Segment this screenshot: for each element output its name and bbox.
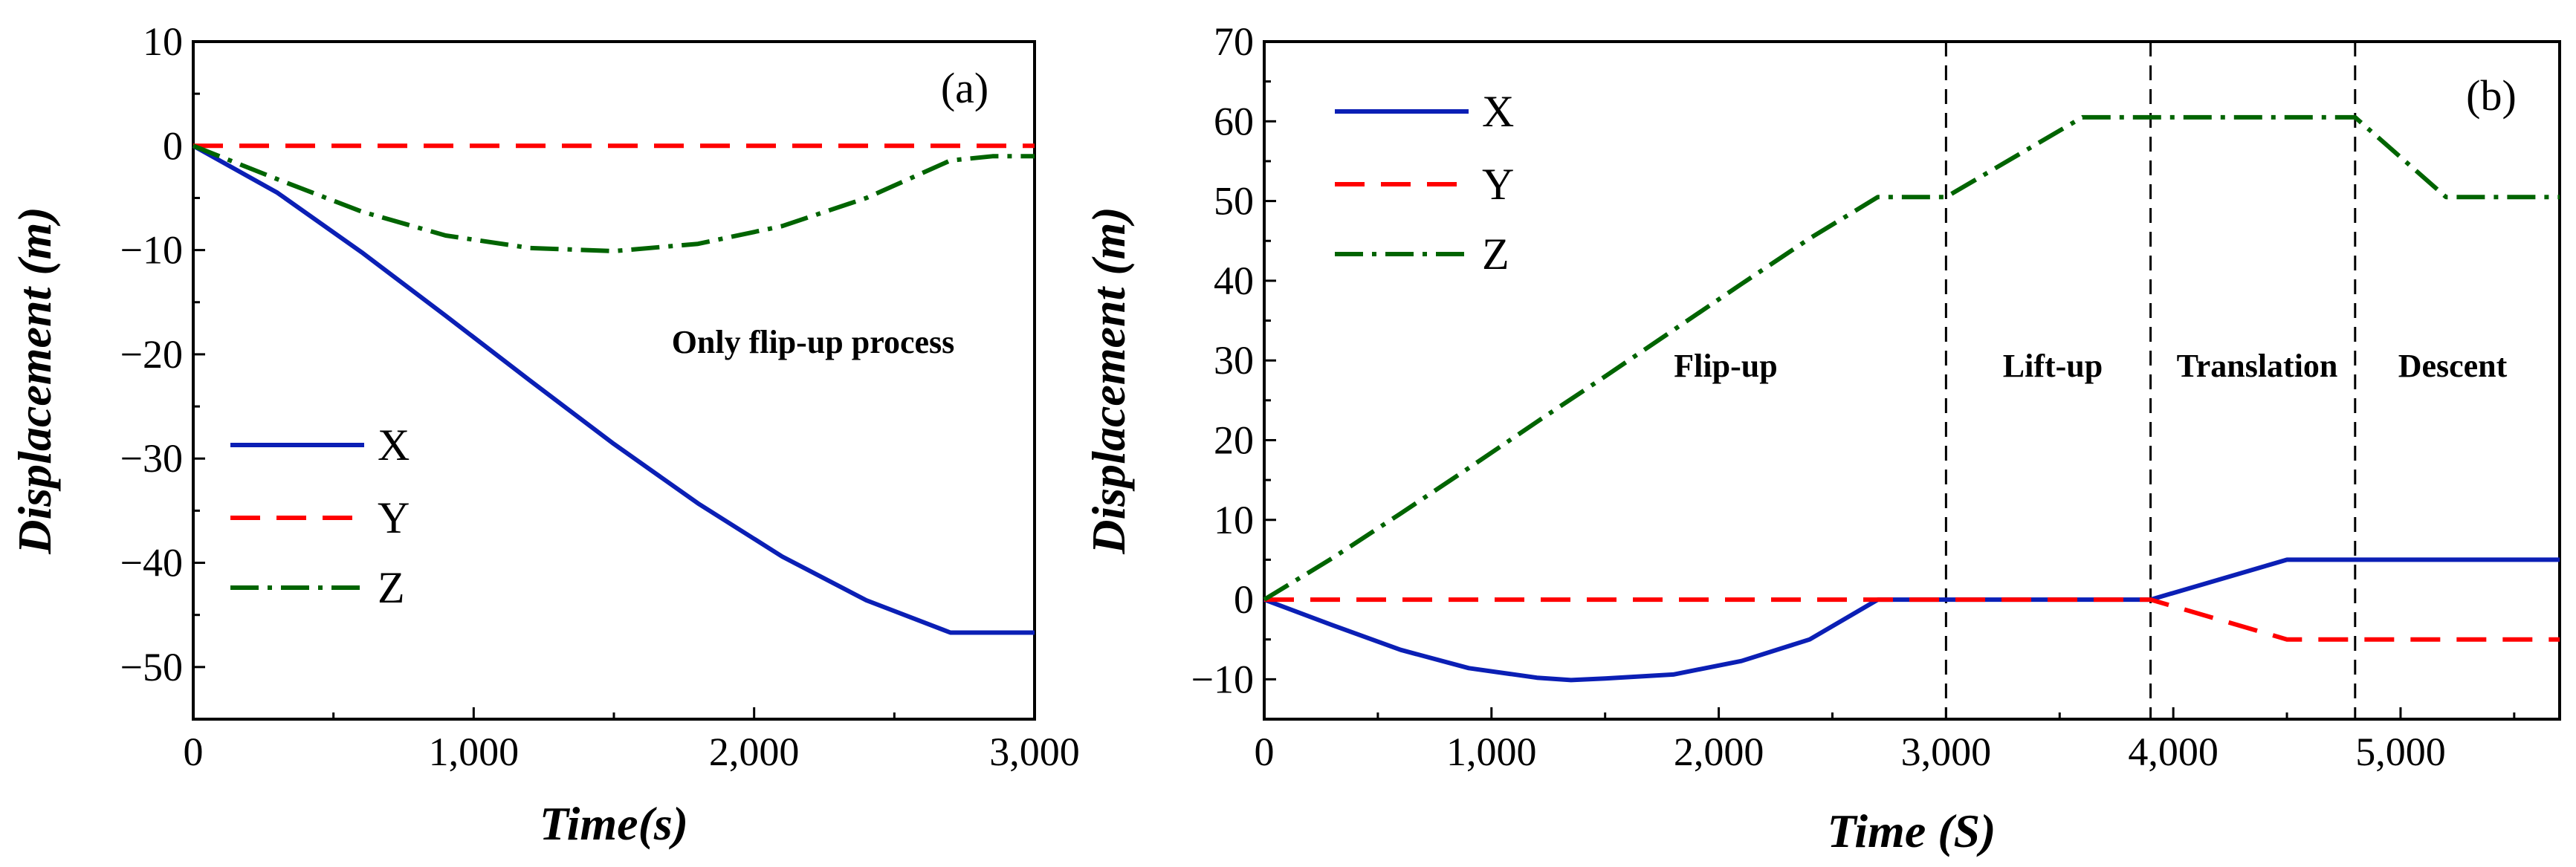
x-tick-label: 0 bbox=[1255, 730, 1275, 774]
y-tick-label: 10 bbox=[1214, 498, 1254, 542]
y-tick-label: −10 bbox=[120, 228, 183, 273]
y-tick-label: −50 bbox=[120, 645, 183, 689]
panel-a-ticks: 0 1,000 2,000 3,000 10 0 −10 −20 −30 −40 −50 bbox=[120, 19, 1080, 774]
panel-b-annotation-descent: Descent bbox=[2398, 348, 2508, 384]
x-tick-label: 1,000 bbox=[1446, 730, 1537, 774]
legend-a-x-label: X bbox=[378, 420, 410, 470]
panel-b-annotation-flip-up: Flip-up bbox=[1674, 348, 1777, 384]
panel-b-annotation-lift-up: Lift-up bbox=[2003, 348, 2103, 384]
panel-b-x-axis-title: Time (S) bbox=[1828, 805, 1996, 857]
panel-b-ticks: 0 1,000 2,000 3,000 4,000 5,000 70 60 50 40 30 20 10… bbox=[1191, 19, 2516, 774]
x-tick-label: 4,000 bbox=[2128, 730, 2219, 774]
x-tick-label: 5,000 bbox=[2355, 730, 2446, 774]
legend-b-y-label: Y bbox=[1482, 160, 1514, 209]
x-tick-label: 2,000 bbox=[709, 730, 800, 774]
panel-a-legend: X Y Z bbox=[230, 420, 410, 612]
legend-a-y-label: Y bbox=[378, 493, 410, 542]
y-tick-label: 70 bbox=[1214, 19, 1254, 64]
legend-b-x-label: X bbox=[1482, 87, 1514, 136]
panel-a-y-axis-title: Displacement (m) bbox=[8, 207, 61, 554]
panel-b-plot-frame bbox=[1263, 40, 2561, 721]
panel-a-label: (a) bbox=[941, 64, 988, 112]
series-line-y bbox=[1264, 597, 2560, 642]
series-line-z bbox=[192, 143, 1035, 253]
legend-a-z-label: Z bbox=[378, 563, 405, 612]
legend-b-z-label: Z bbox=[1482, 230, 1509, 279]
x-tick-label: 1,000 bbox=[429, 730, 520, 774]
panel-a-series bbox=[192, 143, 1035, 635]
panel-a-annotation: Only flip-up process bbox=[672, 324, 955, 360]
series-line-x bbox=[1263, 557, 2560, 683]
panel-b-chart: 0 1,000 2,000 3,000 4,000 5,000 70 60 50 40 30 20 10… bbox=[1082, 19, 2561, 857]
y-tick-label: 0 bbox=[1234, 577, 1254, 622]
y-tick-label: −10 bbox=[1191, 657, 1254, 701]
panel-b-y-axis-title: Displacement (m) bbox=[1082, 207, 1135, 554]
panel-b-annotation-translation: Translation bbox=[2177, 348, 2338, 384]
y-tick-label: 60 bbox=[1214, 99, 1254, 143]
y-tick-label: 30 bbox=[1214, 338, 1254, 383]
y-tick-label: 0 bbox=[163, 123, 183, 168]
x-tick-label: 3,000 bbox=[989, 730, 1080, 774]
panel-b-legend: X Y Z bbox=[1335, 87, 1514, 279]
panel-b-label: (b) bbox=[2466, 71, 2517, 120]
y-tick-label: −40 bbox=[120, 541, 183, 585]
x-tick-label: 0 bbox=[184, 730, 204, 774]
y-tick-label: 50 bbox=[1214, 179, 1254, 224]
series-line-z bbox=[1263, 114, 2560, 602]
y-tick-label: 20 bbox=[1214, 418, 1254, 462]
panel-a-chart: 0 1,000 2,000 3,000 10 0 −10 −20 −30 −40 −50 (a) O… bbox=[8, 19, 1080, 850]
panel-b-phase-dividers bbox=[1944, 42, 2357, 719]
panel-b-series bbox=[1263, 114, 2560, 683]
y-tick-label: −30 bbox=[120, 436, 183, 481]
y-tick-label: −20 bbox=[120, 332, 183, 377]
y-tick-label: 40 bbox=[1214, 259, 1254, 303]
panel-a-x-axis-title: Time(s) bbox=[540, 797, 688, 850]
x-tick-label: 2,000 bbox=[1674, 730, 1764, 774]
y-tick-label: 10 bbox=[143, 19, 183, 64]
series-line-x bbox=[192, 143, 1035, 635]
x-tick-label: 3,000 bbox=[1901, 730, 1992, 774]
